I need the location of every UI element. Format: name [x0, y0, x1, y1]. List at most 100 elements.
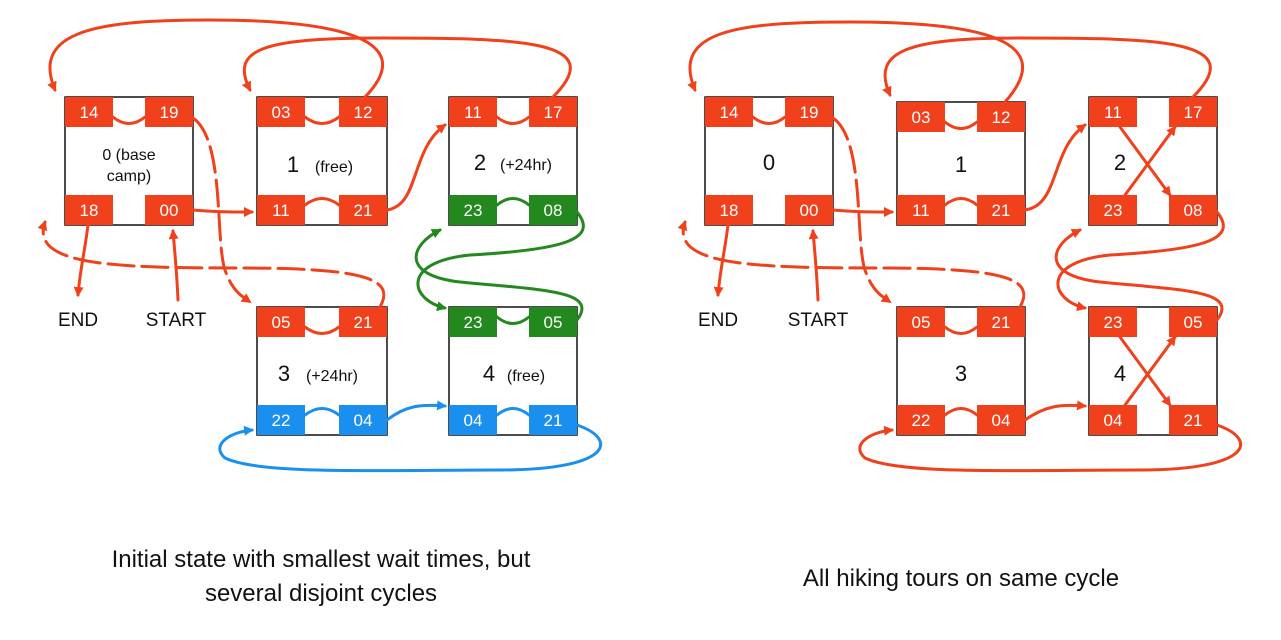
right-node-1-label: 1	[955, 152, 967, 177]
left-caption-line-1: Initial state with smallest wait times, …	[112, 546, 531, 573]
right-node-3-time-tl: 05	[912, 313, 931, 332]
left-end-label: END	[58, 310, 98, 331]
left-start-label: START	[146, 310, 207, 331]
left-edge-blue-3-to-4	[385, 400, 447, 422]
left-node-1-time-bl: 11	[272, 201, 290, 220]
left-edge-1-to-2	[385, 123, 447, 212]
left-node-1-sub: (free)	[315, 159, 353, 176]
left-inner-connectors	[111, 115, 531, 417]
right-edge-0-to-1	[831, 206, 894, 217]
right-node-1-time-tr: 12	[992, 108, 1011, 127]
right-node-4-time-br: 21	[1184, 411, 1203, 430]
right-start-label: START	[788, 310, 849, 331]
left-edge-end	[73, 223, 90, 297]
left-node-0-tl-cell	[65, 97, 113, 127]
left-node-0-bl-cell	[65, 195, 113, 225]
left-edge-blue-4-to-3	[218, 423, 603, 473]
left-node-2-time-bl: 23	[464, 201, 483, 220]
right-caption: All hiking tours on same cycle	[803, 565, 1119, 592]
left-node-4-label: 4	[483, 361, 495, 386]
right-edge-2-to-1	[882, 36, 1212, 99]
left-edges	[37, 18, 603, 473]
right-edge-3-to-4	[1023, 400, 1087, 422]
left-edge-start	[168, 229, 180, 302]
right-node-0-label: 0	[763, 150, 775, 175]
left-node-4-time-tr: 05	[544, 313, 563, 332]
right-edge-end	[713, 223, 730, 297]
left-node-1-label: 1	[287, 152, 299, 177]
right-node-1: 03 12 11 21 1	[896, 101, 1026, 226]
left-edge-0-to-3	[191, 116, 252, 304]
left-node-3-sub: (+24hr)	[306, 368, 358, 385]
right-node-2-time-bl: 23	[1104, 201, 1123, 220]
right-edge-0-to-3	[831, 116, 892, 304]
right-node-1-time-bl: 11	[912, 201, 930, 220]
left-node-3: 05 21 22 04 3 (+24hr)	[256, 306, 388, 436]
right-node-0-time-bl: 18	[720, 201, 739, 220]
right-node-1-time-tl: 03	[912, 108, 931, 127]
right-node-0-time-tl: 14	[720, 103, 739, 122]
left-node-0-time-tl: 14	[80, 103, 99, 122]
right-node-3-time-bl: 22	[912, 411, 931, 430]
left-node-1: 03 12 11 21 1 (free)	[256, 96, 388, 226]
left-node-3-label: 3	[278, 361, 290, 386]
left-node-4-sub: (free)	[507, 368, 545, 385]
left-node-0: 14 19 18 00 0 (base camp)	[64, 96, 194, 226]
right-node-3: 05 21 22 04 3	[896, 306, 1026, 436]
right-panel: 14 19 18 00 0 03 12 11 21 1 11 1	[677, 20, 1243, 592]
left-caption-line-2: several disjoint cycles	[205, 580, 437, 607]
left-node-4: 23 05 04 21 4 (free)	[448, 306, 578, 436]
right-node-2-time-br: 08	[1184, 201, 1203, 220]
right-node-4: 23 05 04 21 4	[1088, 306, 1218, 436]
right-edge-1-to-0	[687, 20, 1025, 104]
left-node-1-time-tr: 12	[354, 103, 373, 122]
left-node-0-label: 0 (base	[102, 147, 155, 164]
left-node-0-label-2: camp)	[107, 168, 151, 185]
left-node-3-time-tl: 05	[272, 313, 291, 332]
right-node-0-time-tr: 19	[800, 103, 819, 122]
right-edge-4-to-3	[858, 423, 1243, 473]
right-edge-1-to-2	[1023, 123, 1087, 212]
left-edge-green-4-to-2	[414, 228, 584, 322]
right-edge-4-to-2	[1054, 228, 1224, 322]
left-node-1-time-tl: 03	[272, 103, 291, 122]
right-node-1-time-br: 21	[992, 201, 1011, 220]
left-node-2-sub: (+24hr)	[500, 157, 552, 174]
right-node-2-time-tl: 11	[1104, 103, 1122, 122]
left-edge-2-to-1	[241, 36, 572, 99]
right-node-4-time-tl: 23	[1104, 313, 1123, 332]
right-node-4-time-tr: 05	[1184, 313, 1203, 332]
left-edge-3-to-0	[37, 220, 386, 309]
left-node-3-time-tr: 21	[354, 313, 373, 332]
left-node-4-time-br: 21	[544, 411, 563, 430]
left-node-0-time-bl: 18	[80, 201, 99, 220]
left-edge-green-2-to-4	[416, 210, 585, 312]
left-node-4-time-tl: 23	[464, 313, 483, 332]
right-node-4-time-bl: 04	[1104, 411, 1123, 430]
left-node-0-time-tr: 19	[160, 103, 179, 122]
right-node-2-time-tr: 17	[1184, 103, 1203, 122]
left-node-2-time-tr: 17	[544, 103, 563, 122]
left-node-2-label: 2	[474, 150, 486, 175]
right-node-2: 11 17 23 08 2	[1088, 96, 1218, 226]
right-inner-connectors	[751, 115, 1177, 417]
left-node-0-tr-cell	[145, 97, 193, 127]
left-node-2-time-br: 08	[544, 201, 563, 220]
left-node-0-br-cell	[145, 195, 193, 225]
right-node-2-label: 2	[1114, 150, 1126, 175]
right-end-label: END	[698, 310, 738, 331]
left-node-2: 11 17 23 08 2 (+24hr)	[448, 96, 578, 226]
left-panel: 14 19 18 00 0 (base camp) 03 12 11 21 1 …	[37, 18, 603, 607]
right-node-0-time-br: 00	[800, 201, 819, 220]
left-edge-0-to-1	[191, 206, 254, 217]
left-edge-1-to-0	[47, 18, 385, 99]
right-node-3-label: 3	[955, 361, 967, 386]
left-node-3-time-bl: 22	[272, 411, 291, 430]
left-node-0-time-br: 00	[160, 201, 179, 220]
left-node-2-time-tl: 11	[464, 103, 482, 122]
right-edge-start	[808, 229, 820, 302]
left-node-4-time-bl: 04	[464, 411, 483, 430]
right-node-0: 14 19 18 00 0	[704, 96, 834, 226]
right-node-3-time-br: 04	[992, 411, 1011, 430]
